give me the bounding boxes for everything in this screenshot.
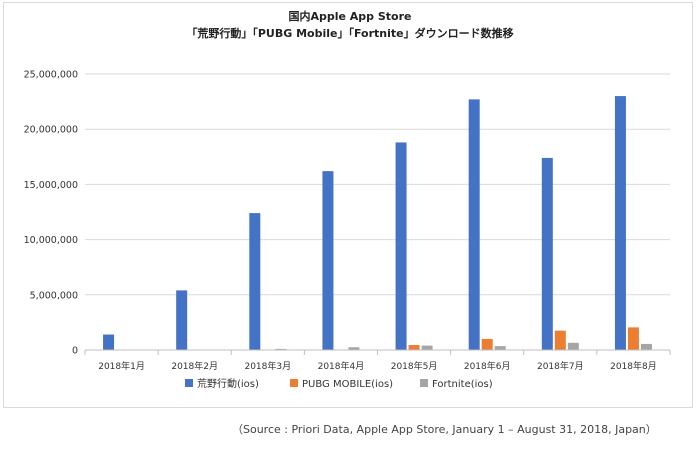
chart-title: 国内Apple App Store: [288, 9, 411, 23]
x-tick-label: 2018年3月: [244, 360, 291, 372]
y-tick-label: 5,000,000: [30, 290, 78, 301]
bar: [567, 342, 579, 350]
gridlines: [85, 73, 670, 351]
legend-label: 荒野行動(ios): [197, 377, 259, 390]
y-tick-label: 20,000,000: [24, 125, 78, 136]
x-tick-label: 2018年5月: [391, 360, 438, 372]
bar: [322, 171, 334, 350]
x-tick-label: 2018年8月: [610, 360, 657, 372]
legend-swatch: [290, 379, 298, 387]
bar: [395, 142, 407, 350]
legend-label: Fortnite(ios): [432, 379, 493, 390]
x-tick-label: 2018年2月: [171, 360, 218, 372]
bar: [554, 330, 566, 350]
bar: [627, 327, 639, 350]
bar: [468, 99, 480, 350]
bar: [408, 345, 420, 350]
bar: [640, 343, 652, 350]
bar: [103, 334, 115, 350]
bar: [481, 338, 493, 350]
legend: 荒野行動(ios) PUBG MOBILE(ios) Fortnite(ios): [185, 377, 493, 390]
bar: [348, 347, 360, 350]
chart-subtitle: 「荒野行動」「PUBG Mobile」「Fortnite」ダウンロード数推移: [186, 26, 513, 40]
bar: [249, 213, 261, 350]
y-tick-label: 15,000,000: [24, 180, 78, 191]
bars: [103, 96, 652, 350]
x-tick-label: 2018年6月: [464, 360, 511, 372]
x-tick-label: 2018年7月: [537, 360, 584, 372]
bar-chart: 国内Apple App Store 「荒野行動」「PUBG Mobile」「Fo…: [24, 9, 671, 390]
bar: [541, 157, 553, 350]
bar: [176, 290, 188, 350]
legend-swatch: [185, 379, 193, 387]
y-tick-label: 10,000,000: [24, 235, 78, 246]
y-tick-label: 25,000,000: [24, 70, 78, 81]
x-tick-label: 2018年1月: [98, 360, 145, 372]
bar: [421, 345, 433, 350]
y-tick-label: 0: [72, 346, 78, 357]
x-tick-label: 2018年4月: [318, 360, 365, 372]
legend-label: PUBG MOBILE(ios): [302, 379, 393, 390]
source-note: （Source : Priori Data, Apple App Store, …: [232, 423, 657, 436]
bar: [494, 346, 506, 350]
y-axis-ticks: 0 5,000,000 10,000,000 15,000,000 20,000,000…: [24, 70, 78, 357]
x-axis: 2018年1月 2018年2月 2018年3月 2018年4月 2018年5月 2018年…: [84, 349, 671, 372]
chart-frame: [3, 2, 693, 408]
bar: [275, 348, 287, 350]
legend-swatch: [420, 379, 428, 387]
bar: [614, 96, 626, 350]
